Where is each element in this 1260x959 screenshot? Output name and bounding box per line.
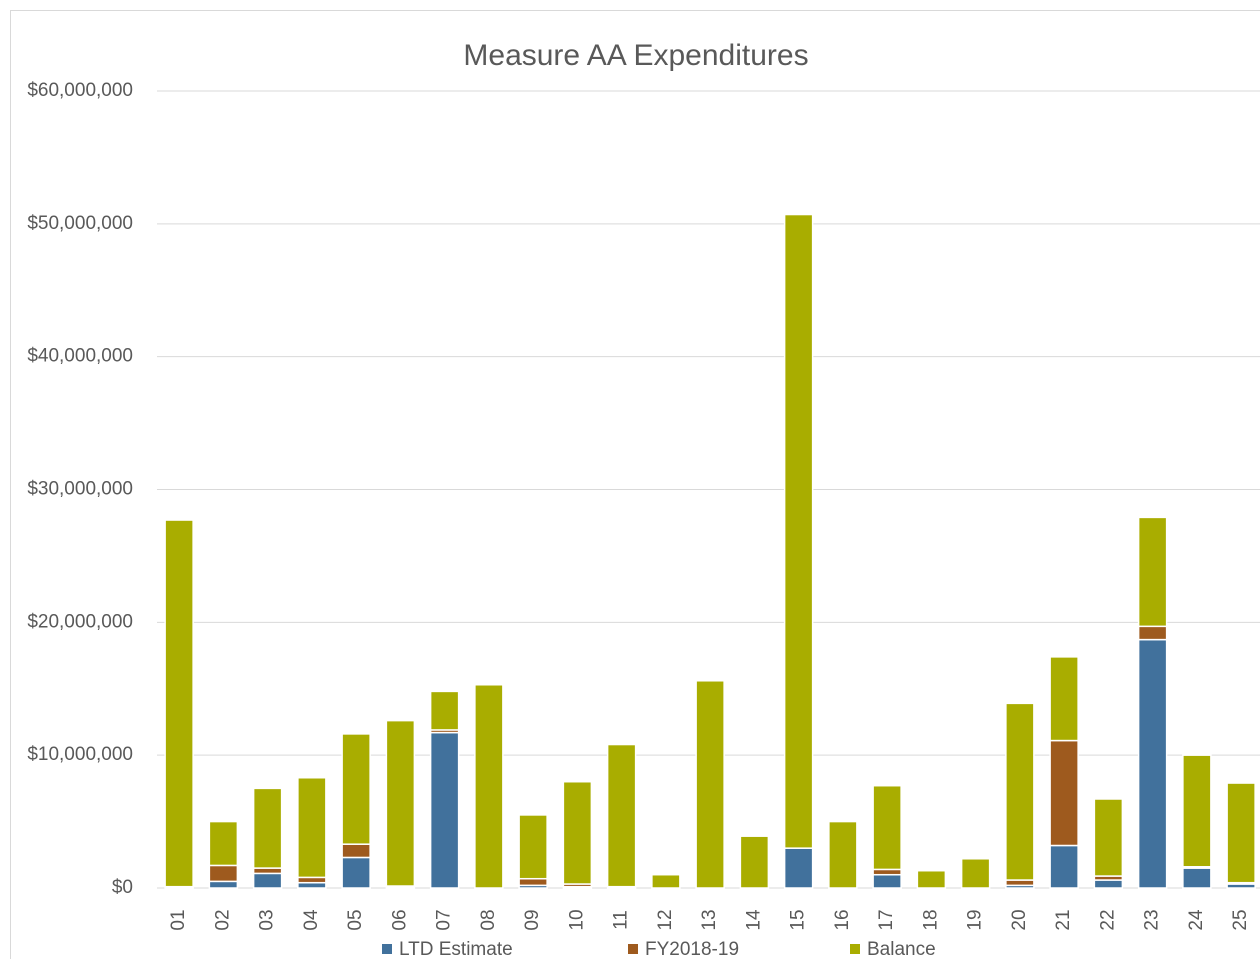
bar-segment bbox=[1182, 754, 1212, 868]
bar-segment bbox=[562, 780, 593, 885]
x-tick-label: 14 bbox=[743, 909, 764, 931]
x-tick-label: 08 bbox=[478, 909, 499, 930]
bar-segment bbox=[341, 856, 371, 889]
bar-segment bbox=[1137, 638, 1168, 889]
x-tick-label: 23 bbox=[1142, 909, 1163, 930]
x-tick-label: 17 bbox=[876, 909, 897, 930]
legend-label: Balance bbox=[867, 939, 936, 959]
legend-swatch bbox=[628, 944, 638, 954]
x-tick-label: 18 bbox=[920, 909, 941, 930]
x-tick-label: 22 bbox=[1097, 909, 1118, 930]
bar-segment bbox=[739, 835, 770, 889]
y-tick-label: $50,000,000 bbox=[27, 213, 133, 234]
x-tick-label: 09 bbox=[522, 909, 543, 930]
legend-swatch bbox=[850, 944, 860, 954]
x-tick-label: 07 bbox=[434, 909, 455, 930]
bar-segment bbox=[1005, 702, 1035, 881]
bar-segment bbox=[695, 680, 725, 889]
bar-segment bbox=[518, 877, 548, 887]
bar-segment bbox=[164, 519, 194, 888]
bar-segment bbox=[783, 847, 814, 889]
bar-segment bbox=[916, 869, 947, 889]
bar-segment bbox=[252, 872, 283, 889]
x-tick-label: 10 bbox=[566, 909, 587, 930]
x-tick-label: 02 bbox=[212, 909, 233, 930]
bar-segment bbox=[208, 864, 239, 883]
bar-segment bbox=[341, 843, 371, 859]
bar-segment bbox=[606, 743, 637, 888]
bar-segment bbox=[651, 873, 681, 889]
bar-segment bbox=[1093, 798, 1124, 877]
x-tick-label: 13 bbox=[699, 909, 720, 930]
bar-segment bbox=[474, 684, 504, 889]
bar-segment bbox=[1137, 516, 1168, 628]
bar-segment bbox=[252, 867, 283, 875]
bar-segment bbox=[783, 213, 814, 849]
bar-segment bbox=[341, 733, 371, 845]
bar-segment bbox=[252, 787, 283, 869]
bar-segment bbox=[429, 731, 460, 889]
x-tick-label: 04 bbox=[301, 909, 322, 931]
x-tick-label: 15 bbox=[788, 909, 809, 930]
bar-segment bbox=[297, 881, 327, 889]
bar-segment bbox=[297, 776, 327, 879]
bar-segment bbox=[518, 814, 548, 880]
bar-segment bbox=[1226, 782, 1256, 884]
x-tick-label: 06 bbox=[389, 909, 410, 930]
bar-segment bbox=[872, 784, 902, 871]
y-tick-label: $10,000,000 bbox=[27, 744, 133, 765]
bar-segment bbox=[828, 820, 858, 889]
bar-segment bbox=[1137, 625, 1168, 641]
y-tick-label: $30,000,000 bbox=[27, 479, 133, 500]
bar-segment bbox=[208, 820, 239, 867]
legend-label: FY2018-19 bbox=[645, 939, 739, 959]
bar-segment bbox=[960, 858, 991, 889]
bar-segment bbox=[872, 868, 902, 876]
x-tick-label: 12 bbox=[655, 909, 676, 930]
bar-segment bbox=[1182, 867, 1212, 889]
y-tick-label: $20,000,000 bbox=[27, 611, 133, 632]
chart-title: Measure AA Expenditures bbox=[463, 39, 808, 72]
x-tick-label: 11 bbox=[611, 910, 632, 930]
bar-segment bbox=[297, 876, 327, 884]
bar-segment bbox=[872, 873, 902, 889]
x-tick-label: 25 bbox=[1230, 909, 1251, 930]
x-tick-label: 03 bbox=[257, 909, 278, 930]
x-tick-label: 20 bbox=[1009, 909, 1030, 930]
y-tick-label: $0 bbox=[112, 877, 133, 898]
legend-swatch bbox=[382, 944, 392, 954]
bar-segment bbox=[1005, 879, 1035, 887]
bar-segment bbox=[429, 690, 460, 731]
bar-segment bbox=[385, 719, 416, 887]
y-tick-label: $40,000,000 bbox=[27, 346, 133, 367]
x-tick-label: 05 bbox=[345, 909, 366, 930]
bar-segment bbox=[1049, 844, 1079, 889]
x-tick-label: 16 bbox=[832, 909, 853, 930]
bar-segment bbox=[1093, 879, 1124, 889]
bar-segment bbox=[1049, 656, 1079, 742]
y-tick-label: $60,000,000 bbox=[27, 80, 133, 101]
legend-label: LTD Estimate bbox=[399, 939, 513, 959]
bar-segment bbox=[208, 880, 239, 889]
x-tick-label: 19 bbox=[965, 909, 986, 930]
x-tick-label: 01 bbox=[168, 909, 189, 930]
x-tick-label: 21 bbox=[1053, 909, 1074, 930]
x-tick-label: 24 bbox=[1186, 909, 1207, 931]
bar-segment bbox=[1049, 739, 1079, 847]
